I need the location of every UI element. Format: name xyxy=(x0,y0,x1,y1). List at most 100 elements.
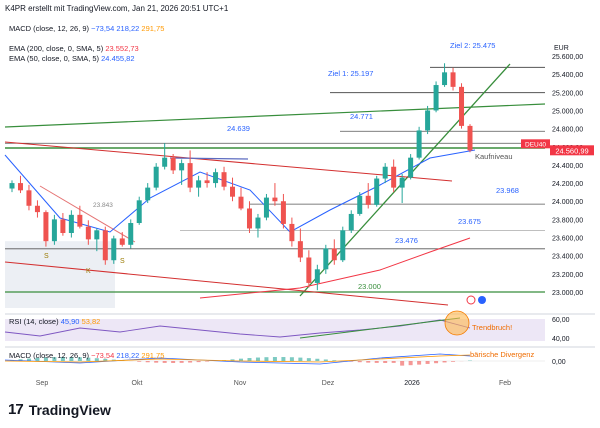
candle-body xyxy=(26,190,32,206)
candle-body xyxy=(68,214,74,233)
candle-body xyxy=(102,230,108,261)
macd-histogram-bar xyxy=(417,361,422,365)
macd-histogram-bar xyxy=(264,357,269,361)
shoulder-left-label: S xyxy=(44,253,49,260)
macd-histogram-bar xyxy=(103,358,108,361)
candle-body xyxy=(306,257,312,283)
candle-body xyxy=(272,197,278,202)
macd-histogram-bar xyxy=(374,361,379,363)
candle-body xyxy=(17,183,23,191)
candle-body xyxy=(119,238,125,245)
macd-histogram-bar xyxy=(323,359,328,361)
candle-body xyxy=(43,212,49,242)
macd-histogram-bar xyxy=(451,361,456,362)
price-tick-9: 23.800,00 xyxy=(552,217,583,224)
candle-body xyxy=(230,186,236,197)
time-tick-0: Sep xyxy=(36,380,49,387)
candle-body xyxy=(365,195,371,205)
macd-histogram-bar xyxy=(383,361,388,363)
macd-histogram-bar xyxy=(272,357,277,361)
time-tick-4: 2026 xyxy=(404,380,420,387)
macd-histogram-bar xyxy=(60,357,65,361)
macd-histogram-bar xyxy=(247,358,252,361)
price-tick-7: 24.200,00 xyxy=(552,181,583,188)
price-tick-8: 24.000,00 xyxy=(552,199,583,206)
price-tick-12: 23.200,00 xyxy=(552,272,583,279)
ziel2-label: Ziel 2: 25.475 xyxy=(450,41,495,50)
candle-body xyxy=(450,72,456,87)
candle-body xyxy=(357,195,363,214)
candle-body xyxy=(187,163,193,188)
rsi-v2: 53,82 xyxy=(81,317,101,326)
price-tick-2: 25.200,00 xyxy=(552,90,583,97)
ema50-legend[interactable]: EMA (50, close, 0, SMA, 5) 24.455,82 xyxy=(9,54,135,63)
bottom-macd-v2: 218,22 xyxy=(116,351,140,360)
ema50-label: EMA (50, close, 0, SMA, 5) xyxy=(9,54,100,63)
last-price-ticker: DEU40 xyxy=(525,141,546,148)
price-tick-0: 25.600,00 xyxy=(552,54,583,61)
rsi-trendbreak-marker xyxy=(444,310,470,336)
chart-header: K4PR erstellt mit TradingView.com, Jan 2… xyxy=(5,4,229,13)
price-tick-11: 23.400,00 xyxy=(552,254,583,261)
level-23476-label: 23.476 xyxy=(395,236,418,245)
candle-body xyxy=(467,125,473,151)
top-macd-label: MACD (close, 12, 26, 9) xyxy=(9,24,90,33)
candle-body xyxy=(179,163,185,171)
candle-body xyxy=(77,214,83,227)
macd-histogram-bar xyxy=(86,357,91,361)
candle-body xyxy=(399,177,405,188)
candle-body xyxy=(85,226,91,240)
ema200-legend[interactable]: EMA (200, close, 0, SMA, 5) 23.552,73 xyxy=(9,44,139,53)
macd-histogram-bar xyxy=(306,358,311,361)
macd-histogram-bar xyxy=(69,357,74,361)
candle-body xyxy=(416,130,422,158)
bottom-macd-v1: −73,54 xyxy=(91,351,115,360)
macd-histogram-bar xyxy=(434,361,439,364)
rsi-tick-40: 40,00 xyxy=(552,336,570,343)
level-24771-label: 24.771 xyxy=(350,112,373,121)
macd-histogram-bar xyxy=(332,360,337,361)
tradingview-logo[interactable]: 17 TradingView xyxy=(8,401,111,418)
candle-body xyxy=(34,205,40,213)
top-macd-legend[interactable]: MACD (close, 12, 26, 9) −73,54 218,22 29… xyxy=(9,24,164,33)
candle-body xyxy=(246,208,252,229)
macd-histogram-bar xyxy=(298,357,303,361)
candle-body xyxy=(323,248,329,270)
resistance-segment xyxy=(169,157,249,160)
downtrend-line xyxy=(39,185,136,243)
candle-body xyxy=(145,187,151,201)
ema50-value: 24.455,82 xyxy=(101,54,135,63)
price-tick-6: 24.400,00 xyxy=(552,163,583,170)
rsi-legend[interactable]: RSI (14, close) 45,90 53,82 xyxy=(9,317,100,326)
macd-histogram-bar xyxy=(179,361,184,363)
time-tick-5: Feb xyxy=(499,380,511,387)
macd-histogram-bar xyxy=(239,358,243,361)
top-macd-v2: 218,22 xyxy=(116,24,140,33)
ema200-value: 23.552,73 xyxy=(105,44,139,53)
macd-histogram-bar xyxy=(77,357,82,361)
macd-histogram-bar xyxy=(442,361,447,363)
macd-histogram-bar xyxy=(154,361,159,363)
macd-histogram-bar xyxy=(43,357,48,361)
candle-body xyxy=(374,178,380,205)
price-tick-13: 23.000,00 xyxy=(552,290,583,297)
currency-label: EUR xyxy=(554,45,569,52)
candle-body xyxy=(348,213,354,231)
tradingview-mark-icon: 17 xyxy=(8,401,24,418)
macd-histogram-bar xyxy=(255,357,260,361)
macd-histogram-bar xyxy=(137,361,142,362)
candle-body xyxy=(51,219,57,242)
price-tick-4: 24.800,00 xyxy=(552,127,583,134)
candle-body xyxy=(111,238,117,261)
level-23000-label: 23.000 xyxy=(358,282,381,291)
bottom-macd-legend[interactable]: MACD (close, 12, 26, 9) −73,54 218,22 29… xyxy=(9,351,164,360)
macd-histogram-bar xyxy=(52,357,57,361)
candle-body xyxy=(280,201,286,224)
macd-histogram-bar xyxy=(408,361,413,366)
macd-line xyxy=(4,353,471,365)
support-zone xyxy=(5,241,115,308)
macd-signal-line xyxy=(4,354,471,363)
time-tick-1: Okt xyxy=(132,380,143,387)
bottom-macd-label: MACD (close, 12, 26, 9) xyxy=(9,351,90,360)
candle-body xyxy=(238,196,244,209)
